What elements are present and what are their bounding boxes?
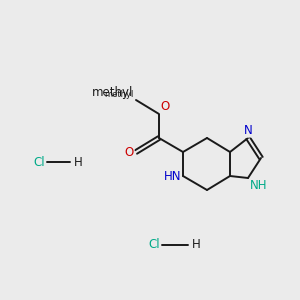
Text: H: H [192, 238, 201, 251]
Text: H: H [74, 155, 83, 169]
Text: NH: NH [250, 179, 268, 192]
Text: O: O [125, 146, 134, 158]
Text: Cl: Cl [148, 238, 160, 251]
Text: methyl: methyl [92, 86, 133, 99]
Text: Cl: Cl [33, 155, 45, 169]
Text: O: O [160, 100, 169, 113]
Text: HN: HN [164, 169, 181, 182]
Text: methyl: methyl [105, 90, 134, 99]
Text: N: N [244, 124, 252, 137]
